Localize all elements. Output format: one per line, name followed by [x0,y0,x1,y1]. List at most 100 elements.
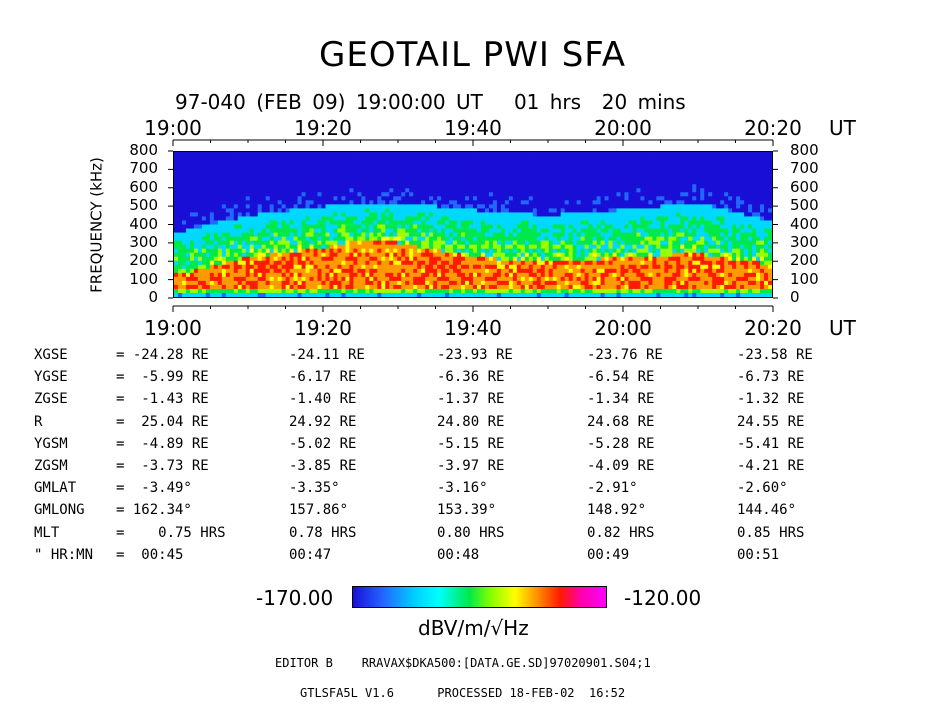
spectrogram-cell [345,172,350,177]
spectrogram-cell [449,248,454,254]
spectrogram-cell [580,280,586,286]
spectrogram-cell [628,244,633,250]
spectrogram-cell [708,212,713,217]
spectrogram-cell [265,188,271,193]
spectrogram-cell [361,152,366,157]
spectrogram-cell [229,156,235,161]
spectrogram-cell [357,192,362,197]
spectrogram-cell [201,172,207,177]
spectrogram-cell [205,248,211,254]
spectrogram-cell [329,236,334,242]
spectrogram-cell [473,268,478,274]
spectrogram-cell [205,228,211,234]
spectrogram-cell [217,180,223,185]
spectrogram-cell [213,228,219,234]
spectrogram-cell [329,160,334,165]
spectrogram-cell [536,216,542,221]
spectrogram-cell [644,272,649,278]
spectrogram-cell [480,224,486,230]
spectrogram-cell [532,164,538,169]
spectrogram-cell [520,192,526,197]
spectrogram-cell [612,188,618,193]
spectrogram-cell [225,224,231,230]
spectrogram-cell [174,264,179,270]
spectrogram-cell [624,232,629,238]
spectrogram-cell [524,184,530,189]
spectrogram-cell [476,156,482,161]
spectrogram-cell [704,168,709,173]
spectrogram-cell [177,156,183,161]
spectrogram-cell [433,248,438,254]
spectrogram-cell [329,168,334,173]
spectrogram-cell [512,252,518,258]
spectrogram-cell [680,180,685,185]
spectrogram-cell [181,156,187,161]
spectrogram-cell [405,180,410,185]
spectrogram-cell [437,260,442,266]
spectrogram-cell [492,168,498,173]
spectrogram-cell [712,208,717,213]
spectrogram-cell [357,224,362,230]
spectrogram-cell [696,276,701,282]
spectrogram-cell [437,284,442,290]
spectrogram-cell [225,240,231,246]
spectrogram-cell [660,264,665,270]
spectrogram-cell [209,164,215,169]
spectrogram-cell [453,200,458,205]
spectrogram-cell [708,184,713,189]
spectrogram-cell [532,204,538,209]
spectrogram-cell [508,276,514,282]
spectrogram-cell [437,188,442,193]
spectrogram-cell [357,180,362,185]
spectrogram-cell [640,292,645,297]
spectrogram-cell [712,188,717,193]
spectrogram-cell [193,196,199,201]
spectrogram-cell [536,264,542,270]
spectrogram-cell [253,184,259,189]
spectrogram-cell [305,200,311,205]
spectrogram-cell [548,276,554,282]
spectrogram-cell [445,276,450,282]
spectrogram-cell [433,272,438,278]
spectrogram-cell [333,192,338,197]
spectrogram-cell [333,196,338,201]
spectrogram-cell [465,216,470,221]
spectrogram-cell [516,240,522,246]
spectrogram-cell [281,216,287,221]
spectrogram-cell [221,212,227,217]
spectrogram-cell [189,212,195,217]
spectrogram-cell [672,160,677,165]
spectrogram-cell [600,212,606,217]
spectrogram-cell [628,164,633,169]
spectrogram-cell [592,280,598,286]
spectrogram-cell [241,192,247,197]
spectrogram-cell [441,236,446,242]
spectrogram-cell [193,200,199,205]
spectrogram-cell [708,224,713,230]
spectrogram-cell [556,168,562,173]
spectrogram-cell [488,292,494,297]
spectrogram-cell [552,204,558,209]
spectrogram-cell [584,224,590,230]
spectrogram-cell [624,216,629,221]
spectrogram-cell [257,160,263,165]
spectrogram-cell [576,276,582,282]
spectrogram-cell [469,152,474,157]
spectrogram-cell [484,260,490,266]
spectrogram-cell [401,280,406,286]
spectrogram-cell [425,216,430,221]
spectrogram-cell [333,280,338,286]
spectrogram-cell [608,292,614,297]
spectrogram-cell [596,220,602,225]
spectrogram-cell [377,204,382,209]
spectrogram-cell [177,244,183,250]
spectrogram-cell [676,240,681,246]
spectrogram-cell [712,248,717,254]
spectrogram-cell [532,180,538,185]
spectrogram-cell [465,280,470,286]
spectrogram-cell [317,276,323,282]
spectrogram-cell [616,280,622,286]
spectrogram-cell [417,288,422,294]
spectrogram-cell [520,204,526,209]
spectrogram-cell [421,180,426,185]
